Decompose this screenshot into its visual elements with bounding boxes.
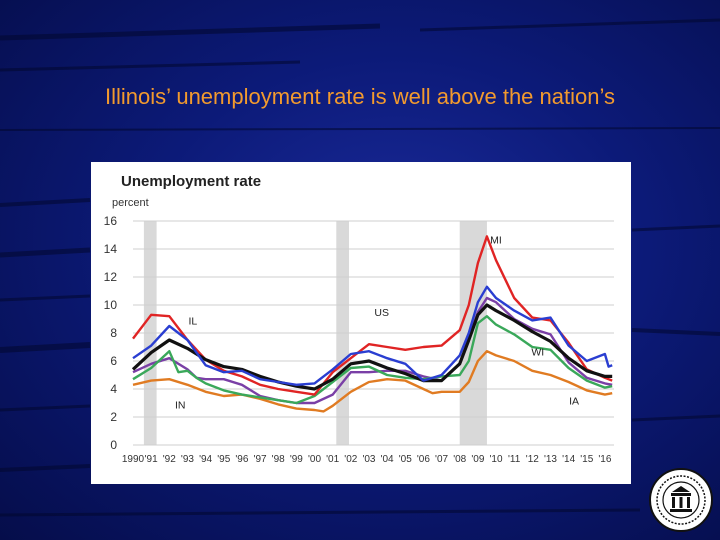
x-tick-99: '99 <box>290 454 303 465</box>
x-tick-97: '97 <box>254 454 267 465</box>
annotation-il: IL <box>189 316 198 328</box>
x-tick-14: '14 <box>562 454 575 465</box>
y-tick-12: 12 <box>104 270 118 284</box>
x-tick-05: '05 <box>399 454 412 465</box>
federal-reserve-seal-icon <box>649 468 713 532</box>
unemployment-chart: Unemployment rate percent 0246810121416 … <box>104 173 614 465</box>
y-tick-10: 10 <box>104 298 118 312</box>
y-tick-4: 4 <box>110 382 117 396</box>
x-tick-04: '04 <box>381 454 394 465</box>
x-tick-16: '16 <box>598 454 611 465</box>
x-tick-08: '08 <box>453 454 466 465</box>
y-tick-6: 6 <box>110 354 117 368</box>
annotation-mi: MI <box>490 234 502 246</box>
y-tick-16: 16 <box>104 214 118 228</box>
y-tick-8: 8 <box>110 326 117 340</box>
series-line-mi <box>132 235 613 396</box>
series-lines <box>131 235 613 413</box>
annotation-in: IN <box>175 400 186 412</box>
chart-title: Unemployment rate <box>121 173 261 190</box>
x-tick-11: '11 <box>508 454 521 465</box>
series-line-ia <box>132 350 613 413</box>
slide-title: Illinois’ unemployment rate is well abov… <box>105 84 615 109</box>
series-line-il <box>132 285 613 386</box>
x-tick-92: '92 <box>163 454 176 465</box>
x-tick-00: '00 <box>308 454 321 465</box>
annotation-wi: WI <box>531 346 544 358</box>
grid-lines <box>133 220 614 446</box>
x-tick-94: '94 <box>199 454 212 465</box>
x-tick-07: '07 <box>435 454 448 465</box>
x-tick-1990: 1990 <box>122 454 145 465</box>
x-tick-91: '91 <box>145 454 158 465</box>
x-tick-10: '10 <box>489 454 502 465</box>
x-tick-06: '06 <box>417 454 430 465</box>
y-axis-label: percent <box>112 197 149 209</box>
y-tick-14: 14 <box>104 242 118 256</box>
x-tick-02: '02 <box>344 454 357 465</box>
series-line-wi <box>132 315 613 405</box>
chart-panel: Unemployment rate percent 0 2 4 6 8 10 12 14 16 … <box>91 162 631 484</box>
x-tick-93: '93 <box>181 454 194 465</box>
x-tick-01: '01 <box>326 454 339 465</box>
x-tick-95: '95 <box>217 454 230 465</box>
x-tick-12: '12 <box>526 454 539 465</box>
x-tick-15: '15 <box>580 454 593 465</box>
x-tick-09: '09 <box>471 454 484 465</box>
x-tick-03: '03 <box>362 454 375 465</box>
y-tick-0: 0 <box>110 438 117 452</box>
x-tick-98: '98 <box>272 454 285 465</box>
x-tick-13: '13 <box>544 454 557 465</box>
annotation-ia: IA <box>569 395 579 407</box>
y-tick-labels: 0 2 4 6 8 10 12 14 16 <box>104 214 118 452</box>
annotation-us: US <box>374 307 389 319</box>
series-annotations: MI IL US WI IN IA <box>175 234 579 411</box>
x-tick-96: '96 <box>235 454 248 465</box>
y-tick-2: 2 <box>110 410 117 424</box>
x-tick-labels: 1990'91 '92 '93 '94 '95 '96 '97 '98 '99 '00 '01 '02… <box>122 454 612 465</box>
series-line-us <box>131 303 613 391</box>
